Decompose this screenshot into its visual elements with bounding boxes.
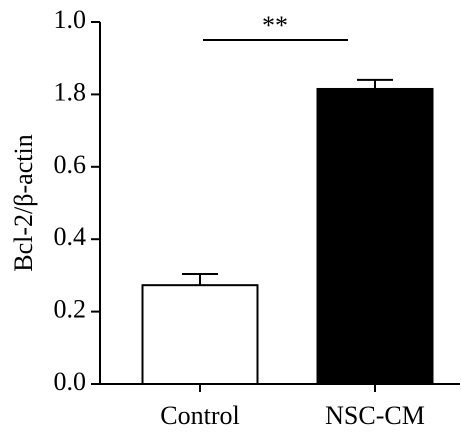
y-tick-label: 0.6	[54, 150, 87, 179]
y-tick-label: 0.4	[54, 222, 87, 251]
y-tick-label: 1.0	[54, 5, 87, 34]
y-tick-label: 0.2	[54, 295, 87, 324]
y-axis-label: Bcl-2/β-actin	[9, 134, 38, 271]
x-tick-label: NSC-CM	[325, 401, 425, 430]
bar	[141, 284, 259, 386]
y-tick-label: 0.0	[54, 367, 87, 396]
x-tick-label: Control	[160, 401, 239, 430]
bar	[316, 87, 434, 385]
y-tick-label: 1.8	[54, 77, 87, 106]
significance-label: **	[262, 11, 288, 40]
